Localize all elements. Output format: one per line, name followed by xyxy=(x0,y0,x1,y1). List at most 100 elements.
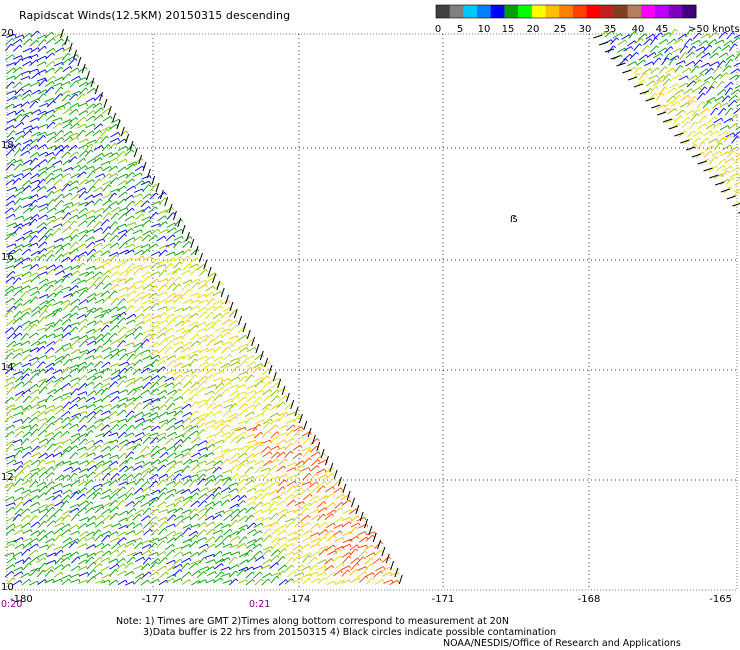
wind-barb xyxy=(690,138,694,142)
wind-barb xyxy=(700,62,709,68)
wind-barb xyxy=(12,130,16,133)
wind-barb xyxy=(140,349,150,354)
wind-barb xyxy=(78,352,86,360)
wind-barb xyxy=(68,395,72,399)
wind-barb xyxy=(53,75,56,79)
wind-barb xyxy=(226,388,230,392)
edge-barb xyxy=(60,28,64,39)
wind-barb xyxy=(131,493,134,496)
wind-barb xyxy=(226,449,230,453)
wind-barb xyxy=(68,401,72,405)
edge-barb xyxy=(251,336,256,347)
wind-barb xyxy=(15,425,24,432)
wind-barb xyxy=(157,536,167,542)
wind-barb xyxy=(165,517,168,521)
wind-barb xyxy=(85,556,93,564)
wind-barb xyxy=(19,450,23,453)
wind-barb xyxy=(84,439,94,445)
wind-barb xyxy=(173,362,182,368)
wind-barb xyxy=(723,117,732,124)
wind-barb xyxy=(678,82,688,88)
wind-barb xyxy=(326,478,334,485)
wind-barb xyxy=(107,250,111,254)
wind-barb xyxy=(5,443,13,452)
edge-barb xyxy=(242,322,247,333)
edge-barb xyxy=(259,350,264,361)
wind-barb xyxy=(245,579,253,586)
wind-barb xyxy=(117,233,125,241)
wind-barb xyxy=(212,500,221,507)
wind-barb xyxy=(53,264,56,268)
wind-barb xyxy=(118,286,128,292)
wind-barb xyxy=(284,403,292,411)
wind-barb xyxy=(222,370,225,374)
wind-barb xyxy=(52,117,62,122)
wind-barb xyxy=(317,480,326,488)
wind-barb xyxy=(164,284,168,288)
wind-barb xyxy=(132,215,135,219)
wind-barb xyxy=(61,408,65,412)
wind-barb xyxy=(132,353,136,357)
wind-barb xyxy=(157,565,166,572)
wind-barb xyxy=(51,530,54,534)
wind-barb xyxy=(703,46,706,50)
wind-barb xyxy=(182,397,191,404)
edge-barb xyxy=(225,294,230,305)
wind-barb xyxy=(318,578,321,582)
wind-barb xyxy=(20,551,23,555)
wind-barb xyxy=(61,366,69,375)
wind-barb xyxy=(87,517,90,521)
wind-barb xyxy=(661,57,668,66)
wind-barb xyxy=(172,313,175,317)
wind-barb xyxy=(125,521,134,529)
wind-barb xyxy=(21,461,24,465)
edge-barb xyxy=(342,483,347,494)
wind-barb xyxy=(277,481,280,485)
wind-barb xyxy=(114,142,118,146)
wind-barb xyxy=(5,297,14,304)
wind-barb xyxy=(132,551,142,557)
wind-barb xyxy=(230,514,233,518)
wind-barb xyxy=(282,401,286,405)
wind-barb xyxy=(116,563,120,567)
edge-barb xyxy=(138,154,143,165)
wind-barb xyxy=(12,136,15,140)
wind-barb xyxy=(205,438,213,446)
wind-barb xyxy=(68,136,78,142)
wind-barb xyxy=(131,410,135,414)
wind-barb xyxy=(53,441,63,446)
wind-barb xyxy=(205,553,214,558)
wind-barb xyxy=(37,319,40,323)
wind-barb xyxy=(164,382,173,388)
wind-barb xyxy=(315,564,319,568)
wind-barb xyxy=(45,219,53,227)
wind-barb xyxy=(261,430,269,438)
wind-barb xyxy=(59,508,63,512)
wind-barb xyxy=(323,501,327,505)
wind-barb xyxy=(61,183,69,192)
wind-barb xyxy=(707,80,710,84)
wind-barb xyxy=(190,299,199,304)
wind-barb xyxy=(723,137,726,140)
wind-barb xyxy=(19,325,23,329)
wind-barb xyxy=(52,244,62,249)
wind-barb xyxy=(22,395,30,404)
wind-barb xyxy=(100,129,108,137)
wind-barb xyxy=(292,577,302,584)
wind-barb xyxy=(21,271,30,277)
wind-barb xyxy=(244,466,252,474)
wind-barb xyxy=(70,173,80,179)
wind-barb xyxy=(22,61,31,67)
wind-barb xyxy=(52,506,55,510)
wind-barb xyxy=(188,459,198,464)
wind-barb xyxy=(204,500,207,503)
wind-barb xyxy=(196,321,206,327)
wind-barb xyxy=(188,403,192,407)
wind-barb xyxy=(318,548,326,556)
wind-barb xyxy=(13,303,21,311)
wind-barb xyxy=(189,306,192,310)
wind-barb xyxy=(166,212,174,220)
wind-barb xyxy=(211,334,214,338)
wind-barb xyxy=(135,321,144,327)
wind-barb xyxy=(213,460,216,464)
